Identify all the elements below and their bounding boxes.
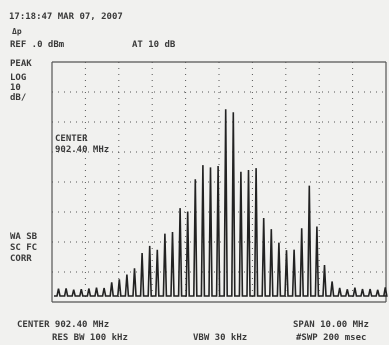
center-frequency: CENTER 902.40 MHz [17,320,109,330]
status-line: CORR [10,254,32,264]
sweep-time: #SWP 200 msec [296,333,366,343]
status-line: WA SB [10,232,37,242]
analyzer-screen: 17:18:47 MAR 07, 2007 Δp REF .0 dBm AT 1… [0,0,389,345]
spectrum-trace [54,109,387,296]
span: SPAN 10.00 MHz [293,320,369,330]
display [0,0,389,345]
detector: PEAK [10,59,32,69]
video-bandwidth: VBW 30 kHz [193,333,247,343]
marker-frequency: 902.40 MHz [55,145,109,155]
resolution-bandwidth: RES BW 100 kHz [52,333,128,343]
status-line: SC FC [10,243,37,253]
scale-unit: dB/ [10,93,26,103]
attenuation: AT 10 dB [132,40,175,50]
marker-symbol: Δp [12,27,22,37]
scale-type: LOG [10,73,26,83]
marker-label: CENTER [55,134,88,144]
timestamp: 17:18:47 MAR 07, 2007 [9,12,123,22]
reference-level: REF .0 dBm [10,40,64,50]
scale-value: 10 [10,83,21,93]
